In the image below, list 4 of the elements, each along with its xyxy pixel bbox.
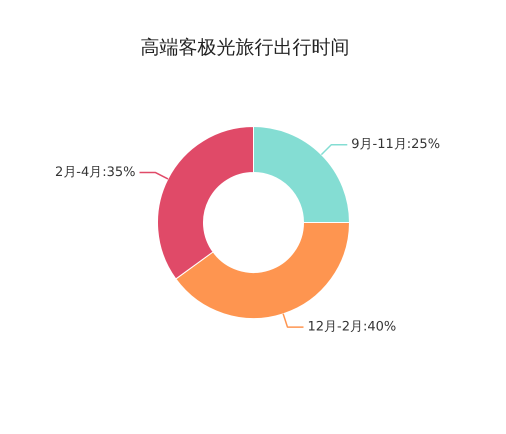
slice-label: 2月-4月:35%: [54, 165, 136, 180]
slice-label: 12月-2月:40%: [307, 320, 396, 335]
slice-label: 9月-11月:25%: [351, 137, 440, 152]
chart-title: 高端客极光旅行出行时间: [140, 36, 350, 58]
